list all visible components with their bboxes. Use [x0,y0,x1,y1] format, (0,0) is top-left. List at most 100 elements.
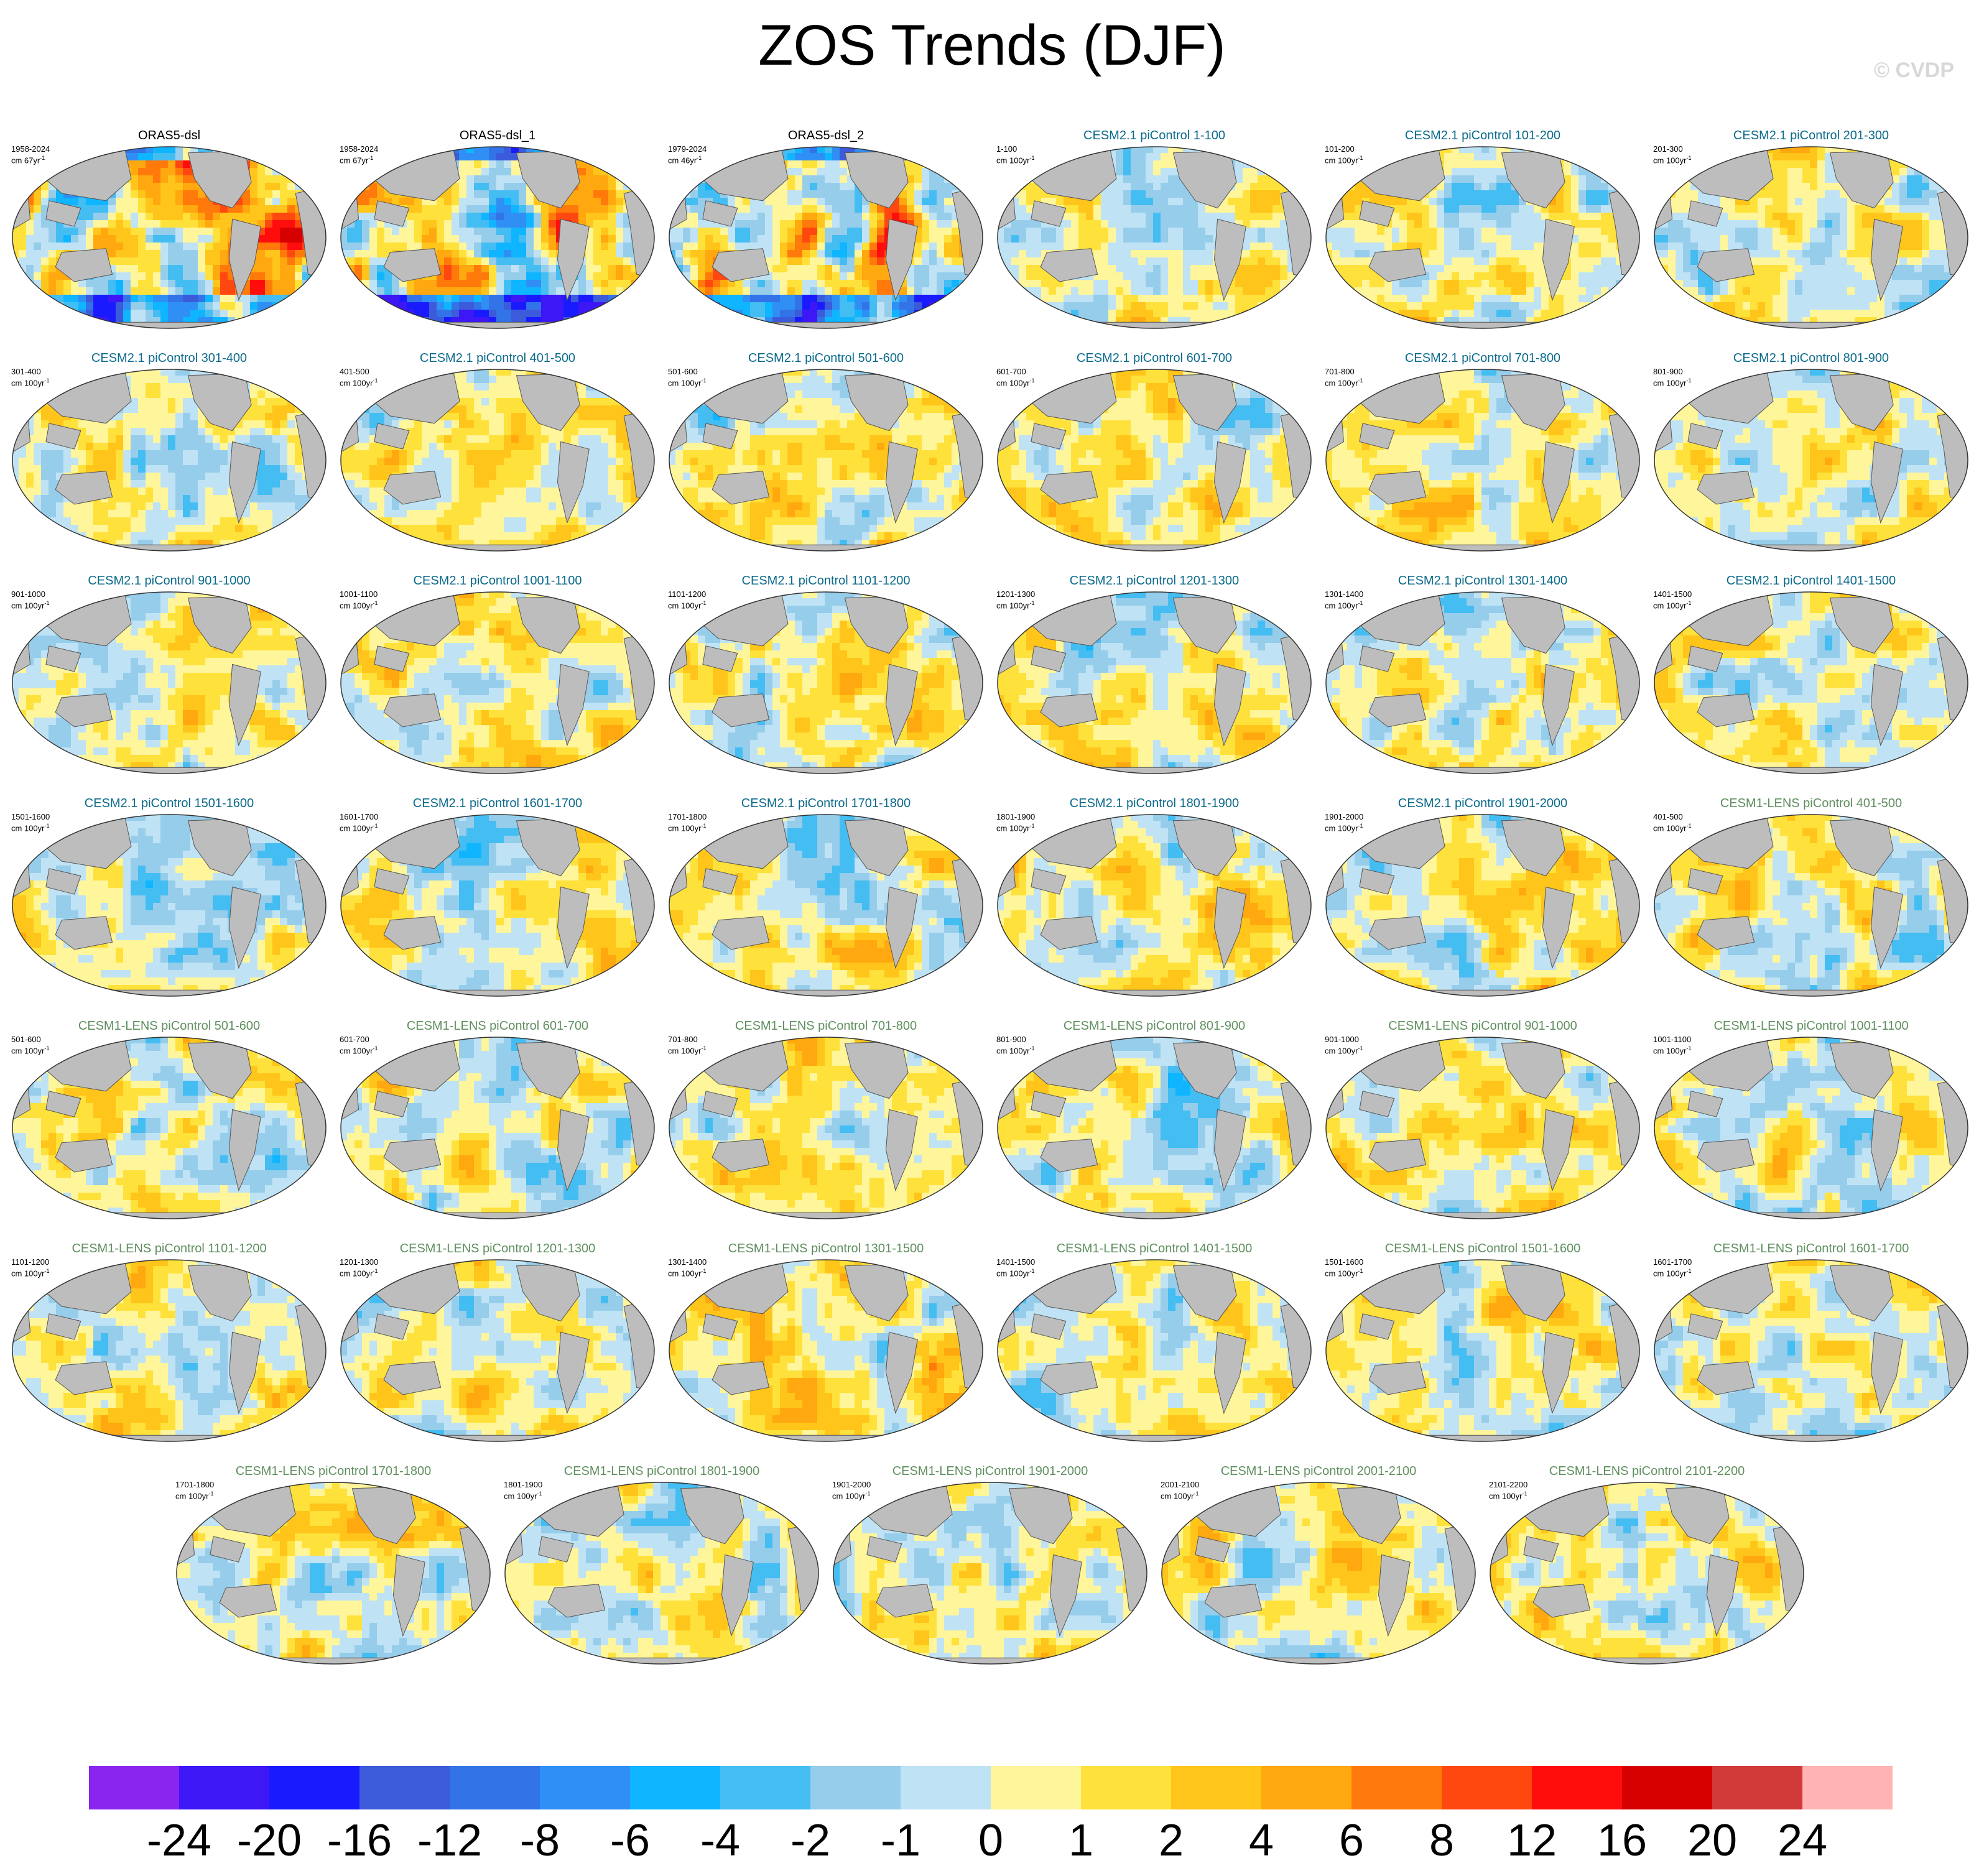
panel-period: 1101-1200 [668,589,706,599]
trend-map [1325,146,1640,329]
panel-period-units: 101-200 cm 100yr-1 [1325,144,1363,165]
panel-period: 1801-1900 [996,812,1035,821]
panel-period-units: 1979-2024 cm 46yr-1 [668,144,707,165]
trend-map [1325,1037,1640,1219]
colorbar-box [540,1766,630,1809]
colorbar-box [810,1766,901,1809]
panel-period-units: 1958-2024 cm 67yr-1 [340,144,378,165]
map-panel: CESM2.1 piControl 1-100 1-100 cm 100yr-1 [993,128,1316,333]
trend-map [1654,369,1968,552]
panel-units: cm 100yr [340,1268,373,1278]
panel-period-units: 1501-1600 cm 100yr-1 [11,812,50,833]
colorbar-tick-label: 0 [953,1816,1028,1865]
trend-map [1654,1259,1968,1442]
panel-period-units: 1201-1300 cm 100yr-1 [996,589,1035,610]
panel-units: cm 100yr [1325,155,1358,165]
panel-title: CESM1-LENS piControl 1401-1500 [993,1241,1316,1256]
panel-period: 1701-1800 [668,812,707,821]
panel-units: cm 100yr [1325,601,1358,610]
panel-units: cm 100yr [1653,823,1686,833]
colorbar-tick-label: -24 [142,1816,216,1865]
panel-period-units: 1601-1700 cm 100yr-1 [340,812,378,833]
map-panel: CESM2.1 piControl 501-600 501-600 cm 100yr… [664,351,988,556]
panel-units: cm 100yr [1489,1491,1522,1500]
map-panel: CESM2.1 piControl 401-500 401-500 cm 100yr… [336,351,659,556]
panel-title: CESM1-LENS piControl 701-800 [664,1019,988,1033]
panel-units: cm 100yr [1325,823,1358,833]
panel-units: cm 67yr [340,155,368,165]
panel-title: CESM1-LENS piControl 1801-1900 [500,1464,823,1479]
panel-units: cm 100yr [668,823,701,833]
panel-period-units: 501-600 cm 100yr-1 [668,367,706,387]
colorbar-tick-label: -6 [593,1816,667,1865]
panel-units: cm 100yr [504,1491,537,1500]
panel-period: 1601-1700 [340,812,378,821]
panel-title: ORAS5-dsl_2 [664,128,988,143]
map-panel: CESM1-LENS piControl 1701-1800 1701-1800 c… [172,1464,495,1669]
trend-map [669,814,983,997]
trend-map [833,1482,1147,1665]
panel-title: CESM2.1 piControl 901-1000 [7,573,331,588]
panel-title: CESM2.1 piControl 1001-1100 [336,573,659,588]
panel-period: 1201-1300 [996,589,1035,599]
trend-map [12,591,327,774]
map-panel: CESM1-LENS piControl 801-900 801-900 cm 10… [993,1019,1316,1224]
panel-period: 501-600 [11,1035,41,1044]
trend-map [1325,369,1640,552]
panel-title: CESM2.1 piControl 801-900 [1649,351,1973,366]
trend-map [1654,591,1968,774]
map-panel: ORAS5-dsl_2 1979-2024 cm 46yr-1 [664,128,988,333]
map-panel: CESM1-LENS piControl 1501-1600 1501-1600 c… [1321,1241,1644,1446]
panel-period: 301-400 [11,367,41,376]
panel-period: 1901-2000 [1325,812,1363,821]
panel-period-units: 801-900 cm 100yr-1 [1653,367,1691,387]
panel-title: CESM2.1 piControl 1701-1800 [664,796,988,811]
map-panel: CESM2.1 piControl 1001-1100 1001-1100 cm 1… [336,573,659,779]
panel-period: 2101-2200 [1489,1480,1527,1489]
colorbar-tick-label: 1 [1044,1816,1118,1865]
map-panel: CESM1-LENS piControl 1101-1200 1101-1200 c… [7,1241,331,1446]
colorbar-tick-label: 24 [1765,1816,1840,1865]
map-panel: CESM1-LENS piControl 701-800 701-800 cm 10… [664,1019,988,1224]
trend-map [340,591,655,774]
panel-period: 601-700 [996,367,1026,376]
map-panel: CESM1-LENS piControl 1401-1500 1401-1500 c… [993,1241,1316,1446]
panel-title: CESM1-LENS piControl 1301-1500 [664,1241,988,1256]
map-panel: CESM1-LENS piControl 1901-2000 1901-2000 c… [828,1464,1152,1669]
map-panel: CESM1-LENS piControl 1301-1500 1301-1400 c… [664,1241,988,1446]
trend-map [504,1482,819,1665]
colorbar-box [720,1766,810,1809]
trend-map [1325,814,1640,997]
panel-title: CESM2.1 piControl 401-500 [336,351,659,366]
panel-period-units: 501-600 cm 100yr-1 [11,1035,49,1055]
colorbar-box [1261,1766,1351,1809]
panel-units: cm 100yr [1325,1268,1358,1278]
panel-units: cm 100yr [11,601,44,610]
panel-units: cm 100yr [340,1046,373,1055]
panel-period-units: 1801-1900 cm 100yr-1 [504,1480,542,1500]
colorbar-box [1532,1766,1622,1809]
colorbar [89,1766,1893,1809]
panel-period: 101-200 [1325,144,1355,154]
panel-units: cm 100yr [340,823,373,833]
panel-title: CESM2.1 piControl 1101-1200 [664,573,988,588]
panel-period: 1801-1900 [504,1480,542,1489]
trend-map [1161,1482,1476,1665]
panel-title: CESM2.1 piControl 301-400 [7,351,331,366]
trend-map [12,1037,327,1219]
map-panel: CESM1-LENS piControl 1201-1300 1201-1300 c… [336,1241,659,1446]
panel-units: cm 100yr [668,1046,701,1055]
trend-map [340,1259,655,1442]
map-panel: CESM2.1 piControl 901-1000 901-1000 cm 100… [7,573,331,779]
map-panel: CESM2.1 piControl 101-200 101-200 cm 100yr… [1321,128,1644,333]
panel-period-units: 1801-1900 cm 100yr-1 [996,812,1035,833]
panel-units: cm 100yr [1653,378,1686,387]
trend-map [997,591,1312,774]
panel-units: cm 100yr [668,1268,701,1278]
panel-period: 801-900 [1653,367,1683,376]
map-panel: CESM2.1 piControl 601-700 601-700 cm 100yr… [993,351,1316,556]
panel-period-units: 1901-2000 cm 100yr-1 [1325,812,1363,833]
panel-period-units: 1701-1800 cm 100yr-1 [175,1480,214,1500]
trend-map [12,1259,327,1442]
panel-period-units: 1301-1400 cm 100yr-1 [1325,589,1363,610]
